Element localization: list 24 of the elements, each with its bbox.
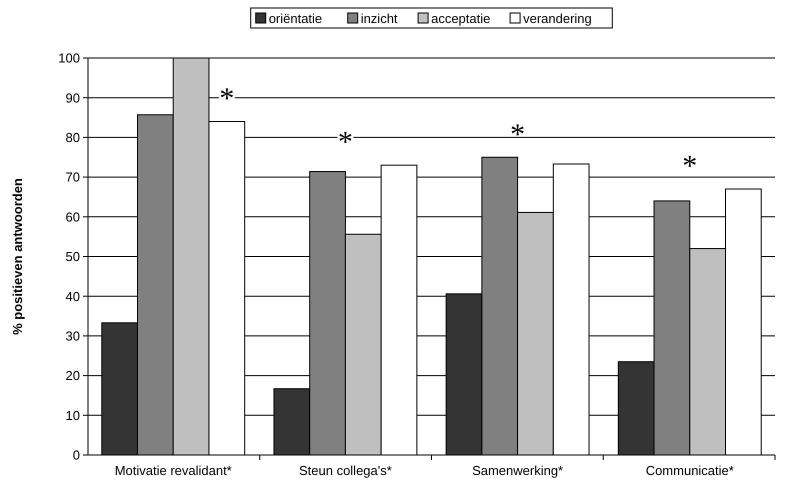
- y-tick-label: 70: [66, 170, 80, 185]
- x-tick-label: Samenwerking*: [472, 463, 564, 478]
- annotation: *: [510, 118, 526, 151]
- y-tick-label: 90: [66, 90, 80, 106]
- annotation: *: [219, 82, 234, 116]
- y-tick-label: 50: [66, 249, 80, 264]
- y-tick-label: 60: [66, 209, 80, 224]
- x-tick-label: Steun collega's*: [298, 463, 392, 478]
- y-tick-label: 100: [58, 50, 80, 66]
- legend-label: acceptatie: [431, 11, 490, 26]
- y-tick-label: 20: [66, 368, 80, 384]
- x-tick-label: Motivatie revalidant*: [114, 463, 232, 478]
- y-tick-label: 30: [66, 328, 80, 344]
- y-tick-label: 10: [66, 408, 80, 423]
- annotation: *: [682, 150, 698, 183]
- y-tick-label: 0: [72, 448, 80, 463]
- y-tick-label: 40: [66, 288, 80, 304]
- x-tick-label: Communicatie*: [646, 463, 734, 478]
- annotation: *: [338, 126, 353, 159]
- legend-label: oriëntatie: [268, 11, 322, 26]
- legend-label: verandering: [523, 11, 592, 26]
- y-axis-title: % positieven antwoorden: [10, 178, 25, 335]
- y-tick-label: 80: [66, 130, 80, 145]
- legend-label: inzicht: [360, 11, 398, 26]
